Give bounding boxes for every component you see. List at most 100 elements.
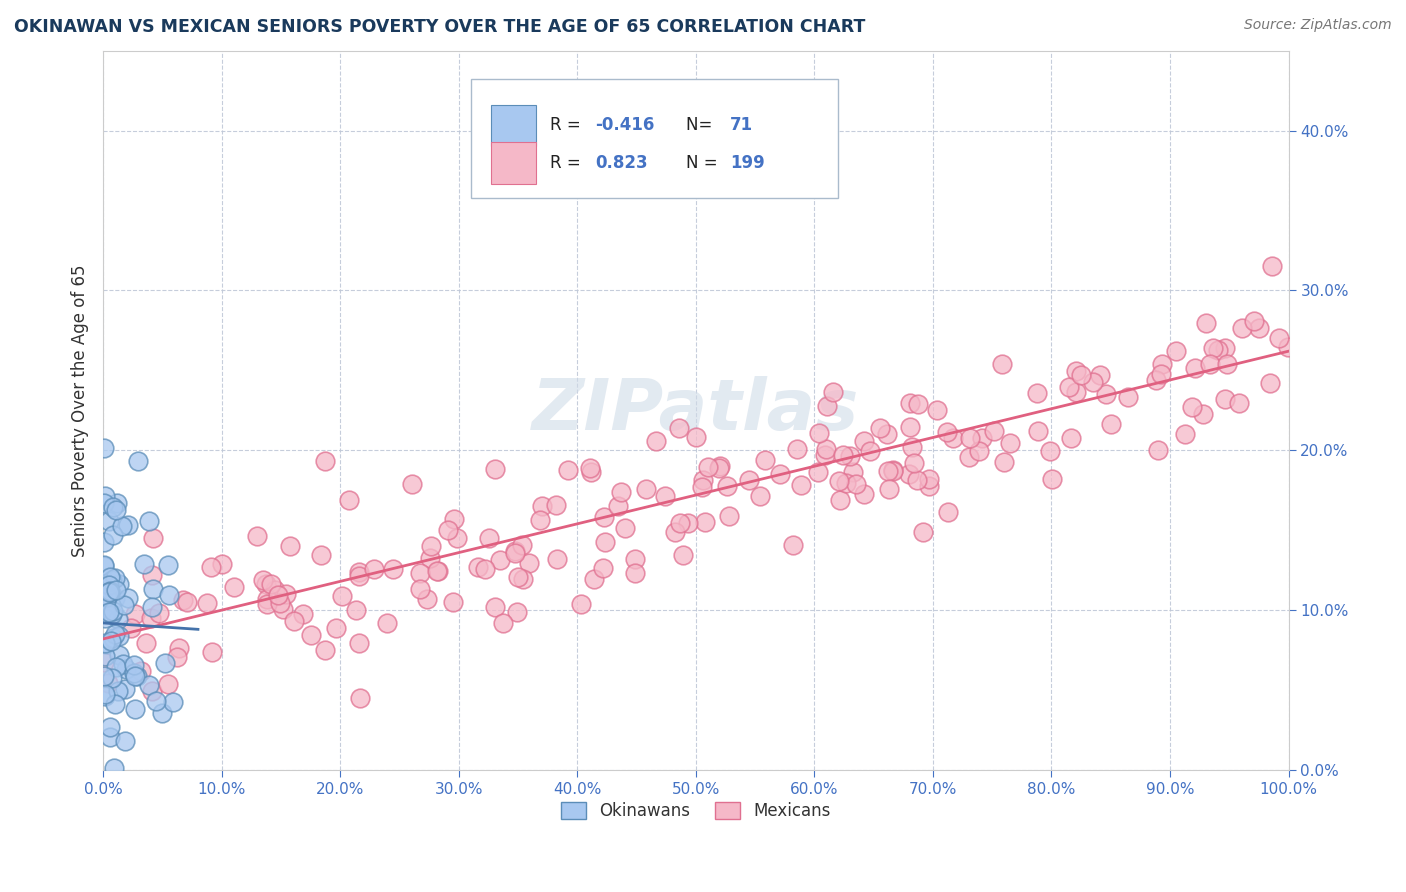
- Point: [623, 551, 645, 566]
- Point: [1243, 314, 1265, 328]
- Point: [124, 701, 146, 715]
- Point: [108, 577, 131, 591]
- Point: [267, 588, 290, 602]
- Point: [97, 676, 120, 690]
- Point: [1267, 331, 1289, 345]
- Text: R =: R =: [550, 117, 586, 135]
- Point: [111, 657, 134, 672]
- Point: [276, 587, 298, 601]
- Point: [1208, 343, 1230, 358]
- Point: [330, 589, 353, 603]
- Point: [882, 463, 904, 477]
- Point: [738, 473, 761, 487]
- Point: [415, 592, 437, 607]
- Point: [1083, 375, 1105, 389]
- Point: [1277, 340, 1299, 354]
- Point: [918, 478, 941, 492]
- Point: [1213, 341, 1236, 355]
- Point: [484, 599, 506, 614]
- Point: [782, 538, 804, 552]
- Point: [96, 591, 118, 605]
- Legend: Okinawans, Mexicans: Okinawans, Mexicans: [554, 795, 838, 826]
- Point: [157, 588, 180, 602]
- Point: [112, 598, 135, 612]
- Text: N =: N =: [686, 154, 723, 172]
- Point: [697, 459, 720, 474]
- Point: [506, 605, 529, 619]
- Point: [142, 531, 165, 545]
- Point: [1057, 380, 1080, 394]
- Point: [1144, 374, 1167, 388]
- Point: [1230, 321, 1253, 335]
- Point: [132, 557, 155, 571]
- Point: [375, 616, 398, 631]
- Point: [839, 449, 862, 463]
- Point: [446, 531, 468, 545]
- Point: [124, 668, 146, 682]
- Point: [690, 480, 713, 494]
- Point: [155, 656, 177, 670]
- Point: [983, 424, 1005, 438]
- Point: [569, 597, 592, 611]
- Point: [912, 525, 935, 540]
- Point: [127, 454, 149, 468]
- Point: [876, 464, 898, 478]
- Point: [613, 521, 636, 535]
- Point: [474, 561, 496, 575]
- Point: [256, 592, 278, 607]
- Point: [1150, 357, 1173, 371]
- Point: [488, 553, 510, 567]
- Point: [252, 574, 274, 588]
- Point: [141, 567, 163, 582]
- Point: [98, 578, 121, 592]
- Point: [344, 603, 367, 617]
- Point: [1192, 407, 1215, 421]
- Point: [853, 487, 876, 501]
- Point: [337, 493, 360, 508]
- Point: [211, 558, 233, 572]
- Point: [1070, 368, 1092, 382]
- Point: [1258, 376, 1281, 390]
- Point: [292, 607, 315, 621]
- Point: [579, 465, 602, 479]
- Point: [349, 690, 371, 705]
- Point: [115, 662, 138, 676]
- Point: [363, 562, 385, 576]
- Point: [1215, 392, 1237, 406]
- Point: [101, 603, 124, 617]
- Point: [201, 645, 224, 659]
- Text: -0.416: -0.416: [595, 117, 654, 135]
- Point: [668, 420, 690, 434]
- Point: [1181, 400, 1204, 414]
- Point: [557, 463, 579, 477]
- Point: [104, 698, 127, 712]
- Point: [749, 489, 772, 503]
- Point: [104, 591, 127, 605]
- Point: [195, 596, 218, 610]
- Point: [935, 425, 957, 440]
- Point: [807, 466, 830, 480]
- Point: [93, 535, 115, 549]
- Point: [127, 668, 149, 682]
- Point: [96, 606, 118, 620]
- Point: [907, 397, 929, 411]
- Point: [898, 395, 921, 409]
- Point: [94, 637, 117, 651]
- Point: [122, 666, 145, 681]
- Point: [93, 656, 115, 670]
- Point: [426, 564, 449, 578]
- Point: [593, 510, 616, 524]
- Point: [94, 687, 117, 701]
- Point: [100, 671, 122, 685]
- Point: [1261, 260, 1284, 274]
- Point: [1064, 384, 1087, 399]
- Point: [105, 496, 128, 510]
- Point: [148, 606, 170, 620]
- Point: [409, 566, 432, 580]
- Point: [269, 596, 291, 610]
- Point: [1202, 341, 1225, 355]
- Point: [467, 560, 489, 574]
- Point: [815, 399, 838, 413]
- Point: [94, 489, 117, 503]
- Point: [150, 706, 173, 720]
